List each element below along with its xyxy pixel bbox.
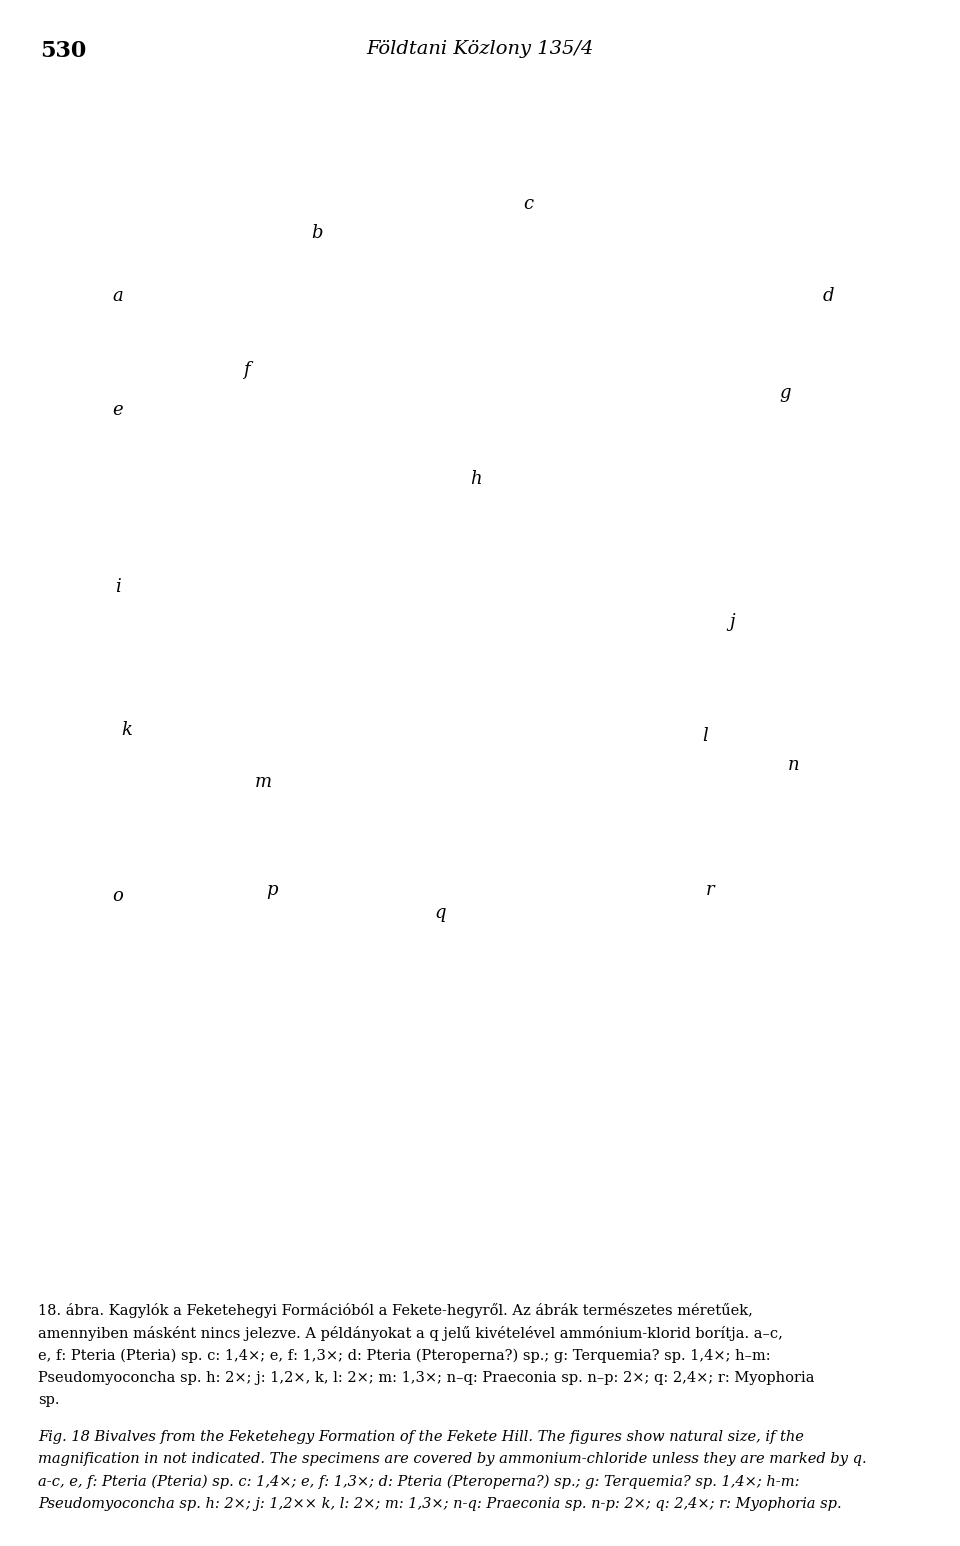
Text: j: j (729, 612, 734, 631)
Text: o: o (112, 887, 123, 906)
Text: 18. ábra. Kagylók a Feketehegyi Formációból a Fekete-hegyről. Az ábrák természet: 18. ábra. Kagylók a Feketehegyi Formáció… (38, 1303, 754, 1319)
Text: f: f (243, 360, 250, 379)
Text: h: h (469, 470, 481, 487)
Text: i: i (115, 578, 121, 597)
Text: l: l (703, 727, 708, 745)
Text: q: q (435, 904, 446, 923)
Text: b: b (311, 224, 323, 241)
Text: Fig. 18 Bivalves from the Feketehegy Formation of the Fekete Hill. The figures s: Fig. 18 Bivalves from the Feketehegy For… (38, 1430, 804, 1444)
Text: amennyiben másként nincs jelezve. A példányokat a q jelű kivételével ammónium-kl: amennyiben másként nincs jelezve. A péld… (38, 1326, 783, 1340)
Text: k: k (121, 722, 132, 739)
Text: n: n (788, 756, 800, 773)
Text: c: c (523, 195, 534, 213)
Text: magnification in not indicated. The specimens are covered by ammonium-chloride u: magnification in not indicated. The spec… (38, 1453, 867, 1467)
Text: 530: 530 (40, 40, 86, 62)
Text: e, f: Pteria (Pteria) sp. c: 1,4×; e, f: 1,3×; d: Pteria (Pteroperna?) sp.; g: T: e, f: Pteria (Pteria) sp. c: 1,4×; e, f:… (38, 1348, 771, 1362)
Text: a-c, e, f: Pteria (Pteria) sp. c: 1,4×; e, f: 1,3×; d: Pteria (Pteroperna?) sp.;: a-c, e, f: Pteria (Pteria) sp. c: 1,4×; … (38, 1475, 800, 1489)
Text: p: p (267, 881, 278, 900)
Bar (38, 147, 922, 1291)
Text: Pseudomyoconcha sp. h: 2×; j: 1,2×, k, l: 2×; m: 1,3×; n–q: Praeconia sp. n–p: 2: Pseudomyoconcha sp. h: 2×; j: 1,2×, k, l… (38, 1371, 815, 1385)
Text: sp.: sp. (38, 1393, 60, 1407)
Text: r: r (706, 881, 714, 900)
Text: m: m (255, 773, 273, 792)
Text: e: e (112, 400, 123, 419)
Text: a: a (112, 286, 123, 305)
Text: g: g (779, 383, 790, 402)
Text: Pseudomyoconcha sp. h: 2×; j: 1,2×× k, l: 2×; m: 1,3×; n-q: Praeconia sp. n-p: 2: Pseudomyoconcha sp. h: 2×; j: 1,2×× k, l… (38, 1497, 842, 1512)
Text: Földtani Közlony 135/4: Földtani Közlony 135/4 (367, 40, 593, 59)
Text: d: d (823, 286, 834, 305)
